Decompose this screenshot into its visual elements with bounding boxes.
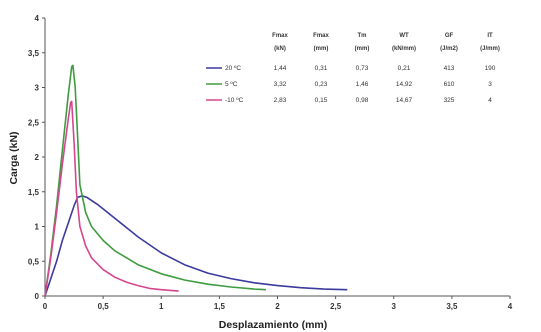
y-tick-label: 3 <box>35 84 40 93</box>
table-cell: 14,67 <box>396 97 413 104</box>
x-tick-label: 1,5 <box>214 302 226 311</box>
table-cell: 1,46 <box>356 81 369 88</box>
x-tick-label: 3 <box>392 302 397 311</box>
y-tick-label: 0,5 <box>28 257 40 266</box>
table-header-cell: Fmax <box>313 33 329 39</box>
y-tick-label: 2 <box>35 153 40 162</box>
table-cell: 3,32 <box>274 81 287 88</box>
table-cell: 0,15 <box>315 97 328 104</box>
table-cell: 413 <box>444 65 455 72</box>
table-header-cell: (mm) <box>314 46 329 52</box>
table-cell: 190 <box>485 65 496 72</box>
table-cell: 0,23 <box>315 81 328 88</box>
table-cell: 4 <box>488 97 492 104</box>
x-tick-label: 3,5 <box>446 302 458 311</box>
y-tick-label: 3,5 <box>28 49 40 58</box>
x-tick-label: 0 <box>43 302 48 311</box>
y-tick-label: 1 <box>35 223 40 232</box>
table-cell: 325 <box>444 97 455 104</box>
table-cell: 3 <box>488 81 492 88</box>
y-axis-title: Carga (kN) <box>8 131 20 184</box>
table-header-cell: (J/m2) <box>440 46 458 52</box>
table-cell: 14,92 <box>396 81 413 88</box>
table-cell: 1,44 <box>274 65 287 72</box>
y-tick-label: 1,5 <box>28 188 40 197</box>
table-header-cell: IT <box>487 33 493 39</box>
table-header-cell: (kN/mm) <box>392 46 416 52</box>
x-tick-label: 0,5 <box>98 302 110 311</box>
table-cell: 0,73 <box>356 65 369 72</box>
x-axis-title: Desplazamiento (mm) <box>219 319 328 331</box>
x-tick-label: 2 <box>275 302 280 311</box>
legend: 20 ºC 5 ºC -10 ºC <box>206 65 244 104</box>
table-cell: 610 <box>444 81 455 88</box>
y-axis-ticks: 0 0,5 1 1,5 2 2,5 3 3,5 4 <box>28 14 45 301</box>
x-tick-label: 1 <box>159 302 164 311</box>
table-header-cell: (mm) <box>355 46 370 52</box>
table-cell: 2,83 <box>274 97 287 104</box>
table-cell: 0,31 <box>315 65 328 72</box>
y-tick-label: 4 <box>35 14 40 23</box>
series-line-2 <box>44 64 266 297</box>
table-cell: 0,21 <box>398 65 411 72</box>
y-tick-label: 0 <box>35 292 40 301</box>
table-cell: 0,98 <box>356 97 369 104</box>
legend-label: 5 ºC <box>225 81 238 88</box>
series-line-1 <box>44 195 348 297</box>
legend-label: 20 ºC <box>225 65 241 72</box>
x-tick-label: 4 <box>508 302 513 311</box>
data-table: Fmax Fmax Tm WT GF IT (kN) (mm) (mm) (kN/mm) (J/m2… <box>272 33 500 104</box>
series-line-3 <box>44 100 179 297</box>
x-tick-label: 2,5 <box>330 302 342 311</box>
series-layer <box>44 64 348 297</box>
table-header-cell: GF <box>445 33 454 39</box>
table-header-cell: Fmax <box>272 33 288 39</box>
x-axis-ticks: 0 0,5 1 1,5 2 2,5 3 3,5 4 <box>43 296 513 311</box>
y-tick-label: 2,5 <box>28 118 40 127</box>
table-header-cell: (J/mm) <box>480 46 500 52</box>
table-header-cell: WT <box>399 33 409 39</box>
table-header-cell: Tm <box>358 33 367 39</box>
legend-label: -10 ºC <box>225 97 244 104</box>
table-header-cell: (kN) <box>274 46 286 52</box>
